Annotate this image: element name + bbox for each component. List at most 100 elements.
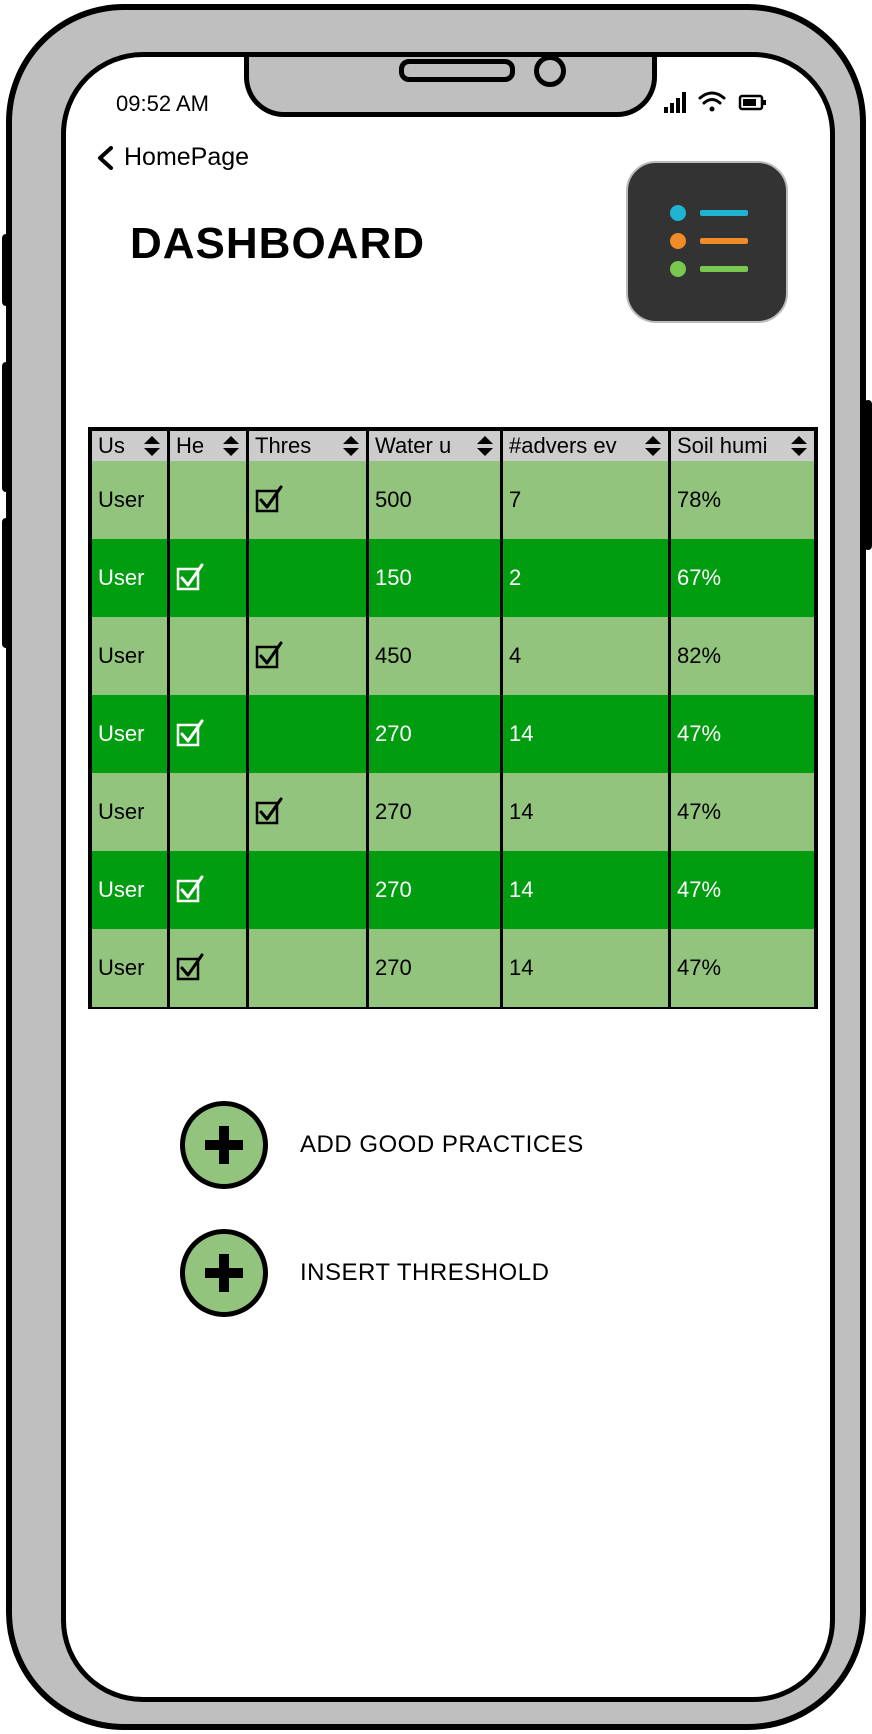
cell-thres (249, 851, 369, 929)
cell-adverse-events-value: 7 (509, 487, 522, 512)
cell-soil-humidity: 47% (671, 929, 814, 1007)
cell-he (170, 461, 249, 539)
header-water-usage[interactable]: Water u (369, 431, 503, 461)
cell-soil-humidity-value: 47% (677, 799, 722, 824)
sort-icon[interactable] (476, 435, 494, 457)
cell-soil-humidity-value: 47% (677, 955, 722, 980)
cell-thres (249, 773, 369, 851)
sort-icon[interactable] (342, 435, 360, 457)
battery-icon (738, 94, 766, 111)
cell-adverse-events-value: 14 (509, 721, 534, 746)
insert-threshold-label: INSERT THRESHOLD (300, 1259, 550, 1286)
table-row[interactable]: User 270 14 47% (92, 929, 814, 1007)
insert-threshold-button[interactable]: INSERT THRESHOLD (180, 1229, 549, 1317)
cell-water-usage-value: 150 (375, 565, 412, 590)
front-camera (534, 57, 566, 87)
checkbox-checked-icon[interactable] (255, 485, 285, 515)
checkbox-checked-icon[interactable] (176, 875, 206, 905)
cell-water-usage: 270 (369, 695, 503, 773)
cell-soil-humidity-value: 78% (677, 487, 722, 512)
wifi-icon (698, 91, 726, 112)
cell-soil-humidity: 78% (671, 461, 814, 539)
cell-he (170, 929, 249, 1007)
sort-icon[interactable] (644, 435, 662, 457)
sort-icon[interactable] (790, 435, 808, 457)
cell-water-usage-value: 270 (375, 721, 412, 746)
side-button-power (864, 400, 872, 550)
cell-user-value: User (98, 565, 145, 590)
column-header-label: Thres (255, 433, 312, 458)
cell-water-usage: 270 (369, 929, 503, 1007)
cell-adverse-events: 14 (503, 929, 671, 1007)
cell-adverse-events: 4 (503, 617, 671, 695)
plus-icon (205, 1126, 243, 1164)
cell-thres (249, 695, 369, 773)
column-header-label: Water u (375, 433, 452, 458)
cell-adverse-events-value: 14 (509, 877, 534, 902)
column-header-label: #advers ev (509, 433, 617, 458)
table-row[interactable]: User 150 2 67% (92, 539, 814, 617)
add-good-practices-label: ADD GOOD PRACTICES (300, 1131, 584, 1158)
table-row[interactable]: User 450 4 82% (92, 617, 814, 695)
checkbox-checked-icon[interactable] (176, 719, 206, 749)
cell-user: User (92, 929, 170, 1007)
header-user[interactable]: Us (92, 431, 170, 461)
cell-water-usage: 270 (369, 773, 503, 851)
cell-water-usage-value: 270 (375, 799, 412, 824)
cell-water-usage: 150 (369, 539, 503, 617)
cell-he (170, 851, 249, 929)
notch (244, 57, 657, 117)
list-dot-green (670, 261, 686, 277)
cell-water-usage-value: 270 (375, 877, 412, 902)
checkbox-checked-icon[interactable] (255, 641, 285, 671)
cell-user-value: User (98, 721, 145, 746)
table-body: User 500 7 78% User 150 2 67% User 450 4 82% User 270… (92, 461, 814, 1007)
back-link[interactable]: HomePage (96, 143, 249, 172)
list-bar-cyan (700, 210, 748, 216)
header-he[interactable]: He (170, 431, 249, 461)
cell-adverse-events: 2 (503, 539, 671, 617)
cell-soil-humidity-value: 82% (677, 643, 722, 668)
header-adverse-events[interactable]: #advers ev (503, 431, 671, 461)
side-button-silent (2, 234, 10, 306)
list-app-icon[interactable] (626, 161, 788, 323)
status-icons (662, 87, 782, 117)
checkbox-checked-icon[interactable] (176, 563, 206, 593)
list-dot-cyan (670, 205, 686, 221)
page-title: DASHBOARD (130, 219, 425, 268)
table-row[interactable]: User 500 7 78% (92, 461, 814, 539)
cell-he (170, 773, 249, 851)
cell-water-usage-value: 270 (375, 955, 412, 980)
header-soil-humidity[interactable]: Soil humi (671, 431, 814, 461)
cell-soil-humidity: 47% (671, 695, 814, 773)
checkbox-checked-icon[interactable] (176, 953, 206, 983)
add-good-practices-button[interactable]: ADD GOOD PRACTICES (180, 1101, 584, 1189)
cell-soil-humidity-value: 47% (677, 877, 722, 902)
cell-adverse-events-value: 4 (509, 643, 522, 668)
add-good-practices-plus (180, 1101, 268, 1189)
cell-adverse-events: 14 (503, 773, 671, 851)
table-row[interactable]: User 270 14 47% (92, 773, 814, 851)
table-row[interactable]: User 270 14 47% (92, 851, 814, 929)
table-row[interactable]: User 270 14 47% (92, 695, 814, 773)
sort-icon[interactable] (143, 435, 161, 457)
side-button-volume-up (2, 362, 10, 492)
cell-thres (249, 617, 369, 695)
column-header-label: He (176, 433, 205, 458)
cell-adverse-events: 7 (503, 461, 671, 539)
cell-water-usage: 450 (369, 617, 503, 695)
cell-soil-humidity: 67% (671, 539, 814, 617)
list-bar-green (700, 266, 748, 272)
cell-soil-humidity: 47% (671, 851, 814, 929)
status-time: 09:52 AM (116, 91, 209, 116)
list-dot-orange (670, 233, 686, 249)
checkbox-checked-icon[interactable] (255, 797, 285, 827)
header-thres[interactable]: Thres (249, 431, 369, 461)
sort-icon[interactable] (222, 435, 240, 457)
cell-he (170, 695, 249, 773)
cell-adverse-events-value: 14 (509, 799, 534, 824)
phone-screen: 09:52 AM (61, 52, 835, 1702)
cell-user: User (92, 695, 170, 773)
insert-threshold-plus (180, 1229, 268, 1317)
cell-water-usage-value: 450 (375, 643, 412, 668)
